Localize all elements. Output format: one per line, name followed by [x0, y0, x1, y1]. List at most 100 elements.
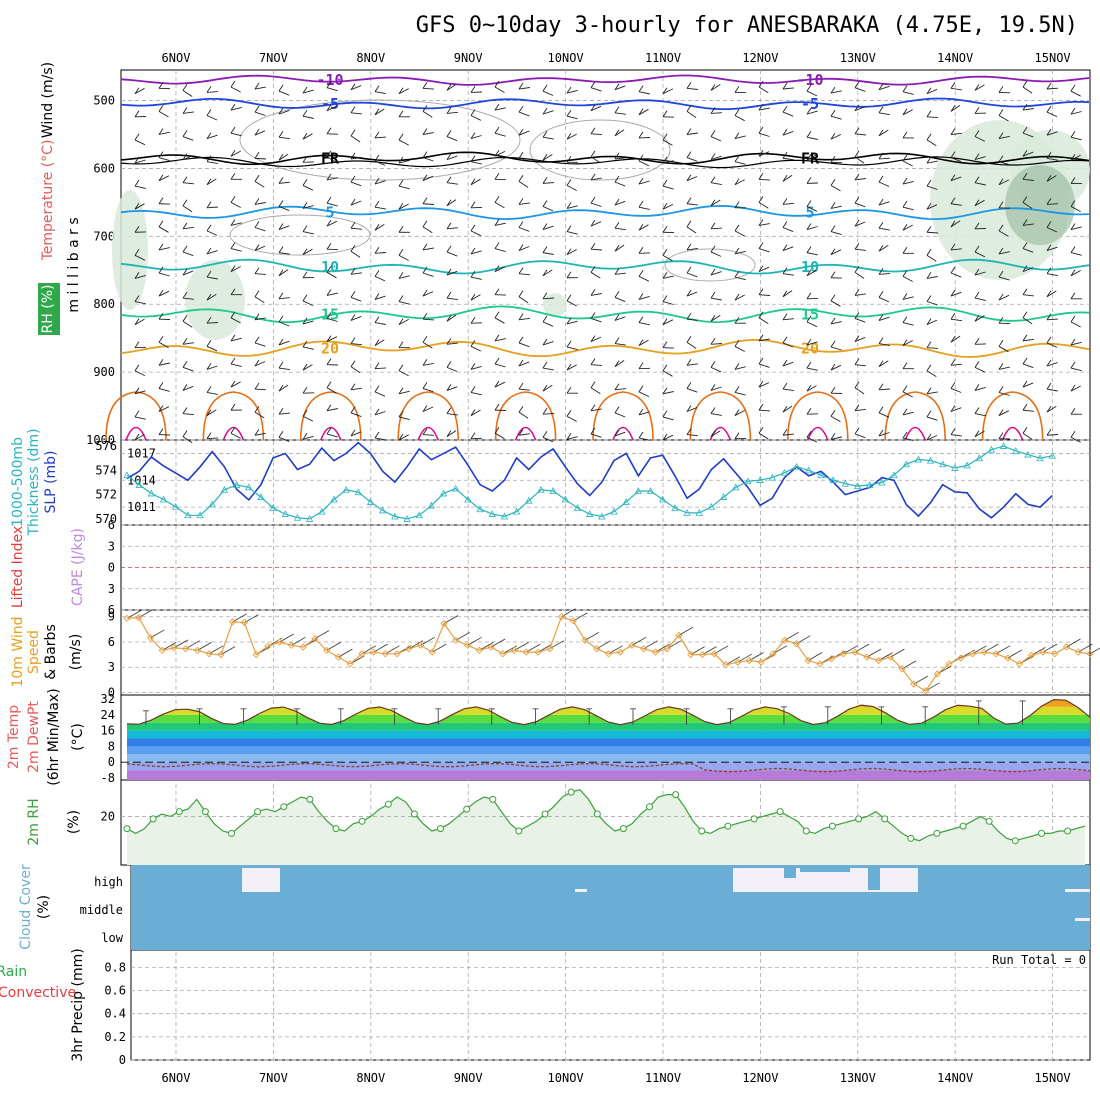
wind-speed-marker: [1051, 650, 1059, 658]
wind-barb-flag: [878, 129, 884, 137]
label-total-rain: Total / Rain: [0, 964, 27, 980]
wind-barb-flag: [854, 404, 860, 412]
wind-barb-flag: [686, 359, 692, 366]
wind-barb-flag: [1022, 334, 1028, 342]
thickness-marker: [281, 510, 289, 517]
surface-isotherm-inner: [514, 426, 537, 441]
wind-barb-flag: [710, 407, 716, 414]
wind-barb-flag: [1022, 265, 1028, 272]
wind-barb: [182, 297, 194, 300]
surface-wind-barb: [126, 610, 142, 619]
wind-barb: [782, 227, 794, 233]
wind-barb-flag: [494, 149, 500, 157]
surface-wind-barb: [279, 633, 294, 643]
wind-barb: [1022, 267, 1034, 273]
wind-barb: [398, 139, 409, 146]
wind-barb-flag: [542, 269, 548, 276]
wind-barb: [662, 275, 674, 279]
wind-barb: [278, 367, 290, 371]
wind-barb: [254, 157, 267, 160]
wind-barb-flag: [494, 196, 500, 203]
thickness-marker: [476, 505, 484, 513]
wind-barb: [854, 408, 866, 412]
wind-barb-flag: [590, 381, 596, 388]
wind-barb-flag: [758, 311, 764, 319]
wind-barb: [974, 297, 986, 301]
wind-barb-flag: [350, 268, 356, 275]
wind-barb: [446, 386, 458, 391]
wind-barb: [230, 381, 241, 388]
wind-barb-flag: [158, 382, 164, 389]
wind-barb: [1046, 434, 1059, 436]
wind-barb-flag: [326, 150, 332, 158]
wind-barb: [590, 156, 601, 164]
wind-barb-flag: [782, 428, 788, 436]
wind-barb-flag: [734, 386, 740, 393]
wind-barb: [422, 341, 433, 349]
label-6hr-minmax: (6hr Min/Max): [46, 688, 62, 785]
wind-barb-flag: [926, 341, 932, 348]
wind-barb-flag: [950, 82, 956, 89]
wind-barb-flag: [206, 86, 212, 93]
wind-barb-flag: [206, 201, 212, 209]
wind-barb: [446, 270, 458, 276]
wind-barb: [638, 206, 650, 210]
wind-barb: [278, 340, 290, 346]
wind-barb: [326, 202, 338, 207]
wind-barb-flag: [902, 408, 908, 416]
label-slp: SLP (mb): [43, 450, 59, 513]
wind-barb-flag: [758, 80, 764, 88]
isotherm-5: [120, 204, 1090, 221]
wind-barb-flag: [1070, 84, 1076, 92]
wind-barb-flag: [158, 128, 164, 135]
wind-barb: [182, 385, 194, 391]
thickness-marker: [1012, 447, 1020, 454]
wind-barb-flag: [590, 335, 596, 342]
thickness-marker: [354, 488, 362, 496]
surface-isotherm-inner: [125, 426, 147, 441]
wind-barb: [614, 360, 625, 368]
cloud-gap: [575, 889, 587, 892]
wind-barb-flag: [542, 154, 548, 161]
wind-barb-flag: [710, 107, 716, 114]
wind-barb-flag: [806, 315, 812, 323]
slp-tick-label: 1017: [127, 446, 156, 460]
wind-barb-flag: [374, 177, 380, 185]
wind-barb: [326, 220, 338, 227]
wind-barb: [398, 416, 410, 421]
wind-barb: [662, 319, 674, 325]
wind-barb-flag: [1022, 380, 1028, 388]
wind-barb: [830, 90, 842, 94]
wind-barb: [542, 154, 553, 161]
wind-barb: [446, 136, 458, 142]
wind-barb: [830, 133, 842, 140]
wind-barb: [350, 200, 362, 206]
wind-barb: [350, 272, 362, 275]
surface-wind-barb: [1007, 649, 1022, 659]
wind-barb-flag: [230, 196, 236, 203]
wind-speed-marker: [698, 650, 707, 659]
wind-barb: [758, 294, 771, 296]
wind-barb: [518, 361, 530, 367]
surface-isotherm-inner: [904, 426, 926, 441]
wind-barb-flag: [686, 405, 692, 412]
wind-barb: [374, 91, 386, 95]
wind-speed-marker: [158, 646, 166, 655]
wind-barb: [710, 112, 723, 114]
wind-barb: [782, 318, 794, 321]
wind-barb-flag: [974, 384, 980, 391]
wind-barb-flag: [974, 84, 980, 91]
wind-barb-flag: [542, 130, 548, 138]
wind-barb-flag: [1022, 103, 1028, 111]
wind-barb: [398, 390, 410, 395]
wind-barb: [206, 437, 219, 440]
surface-wind-barb: [925, 682, 940, 692]
wind-barb-flag: [278, 361, 284, 369]
rh-marker: [619, 825, 627, 833]
wind-barb: [254, 86, 266, 90]
wind-barb: [1022, 363, 1034, 369]
thickness-marker: [634, 487, 643, 494]
thickness-marker: [719, 493, 728, 500]
wind-barb-flag: [878, 314, 884, 321]
wind-barb: [614, 316, 626, 321]
